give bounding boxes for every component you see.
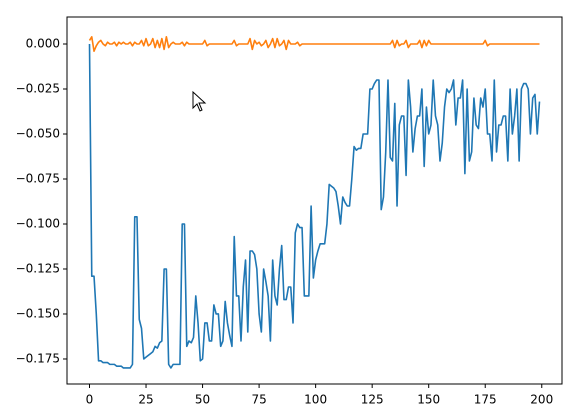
y-tick-label: −0.125	[16, 261, 60, 275]
y-tick-label: −0.025	[16, 81, 60, 95]
series-line	[88, 43, 541, 369]
x-tick-label: 150	[417, 393, 440, 407]
cursor	[192, 90, 207, 112]
y-tick-label: 0.000	[26, 36, 60, 50]
plot	[88, 36, 541, 369]
x-tick-label: 75	[251, 393, 266, 407]
axes-frame	[66, 16, 563, 385]
x-tick-label: 0	[86, 393, 94, 407]
x-tick-label: 200	[530, 393, 553, 407]
y-tick-label: −0.075	[16, 171, 60, 185]
x-tick-label: 175	[474, 393, 497, 407]
x-tick-label: 125	[361, 393, 384, 407]
x-tick-label: 25	[138, 393, 153, 407]
y-tick-label: −0.175	[16, 351, 60, 365]
y-tick-label: −0.050	[16, 126, 60, 140]
plot-area	[67, 17, 562, 384]
x-tick-label: 50	[195, 393, 210, 407]
y-tick-label: −0.150	[16, 306, 60, 320]
x-tick-label: 100	[304, 393, 327, 407]
series-line	[88, 36, 540, 52]
y-tick-label: −0.100	[16, 216, 60, 230]
